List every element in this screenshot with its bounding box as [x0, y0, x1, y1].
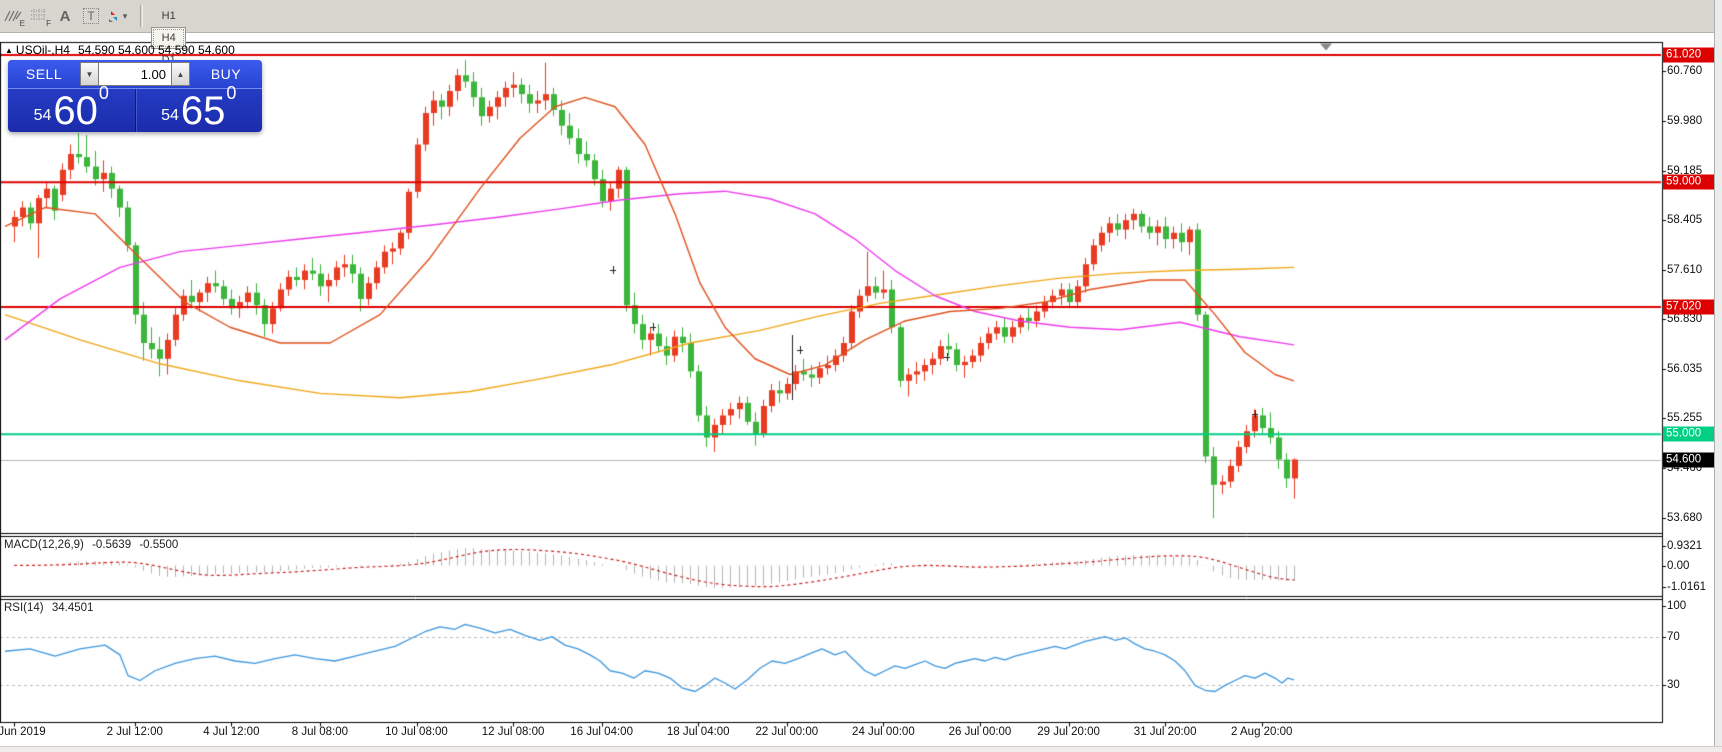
macd-signal-value: -0.5500	[139, 539, 179, 551]
macd-main-value: -0.5639	[92, 539, 132, 551]
time-label: 26 Jul 00:00	[948, 726, 1012, 738]
time-label: 28 Jun 2019	[0, 726, 46, 738]
grid-icon[interactable]: F	[27, 4, 51, 28]
time-label: 22 Jul 00:00	[755, 726, 819, 738]
volume-decrease-button[interactable]: ▼	[80, 62, 99, 86]
timeframe-button-h1[interactable]: H1	[161, 10, 176, 22]
arrows-glyph	[108, 11, 117, 22]
window-right-edge	[1714, 0, 1722, 752]
grid-glyph	[31, 9, 45, 21]
volume-increase-button[interactable]: ▲	[171, 62, 190, 86]
time-label: 18 Jul 04:00	[666, 726, 730, 738]
toolbar: E F A T ▾ M1M5M15M30H1H4D1W1MN	[0, 0, 1722, 110]
volume-control: ▼ ▲	[80, 62, 190, 86]
symbol-info-line: ▲ USOil-,H4 54.590 54.600 54.590 54.600	[5, 43, 235, 57]
time-label: 2 Aug 20:00	[1231, 726, 1293, 738]
price-tick-58.405: 58.405	[1667, 213, 1703, 226]
time-label: 24 Jul 00:00	[852, 726, 915, 738]
expand-triangle-icon[interactable]: ▲	[5, 46, 13, 55]
time-label: 2 Jul 12:00	[106, 726, 163, 738]
hatch-pencil-glyph	[4, 10, 22, 22]
price-tick-59.980: 59.980	[1667, 114, 1703, 127]
time-label: 16 Jul 04:00	[570, 726, 633, 738]
time-label: 29 Jul 20:00	[1037, 726, 1100, 738]
sell-price-button[interactable]: 54 60 0	[8, 83, 135, 133]
sell-price-prefix: 54	[33, 106, 52, 124]
letter-a-glyph: A	[59, 7, 71, 25]
macd-tick-0.9321: 0.9321	[1667, 539, 1703, 552]
rsi-tick-100: 100	[1667, 600, 1687, 612]
window-bottom-edge	[0, 746, 1722, 752]
price-tick-56.830: 56.830	[1667, 313, 1703, 326]
macd-name: MACD(12,26,9)	[4, 539, 84, 551]
symbol-title: USOil-,H4	[15, 43, 70, 57]
time-label: 8 Jul 08:00	[291, 726, 349, 738]
symbol-ohlc-values: 54.590 54.600 54.590 54.600	[77, 43, 235, 57]
sell-button[interactable]: SELL	[25, 66, 63, 82]
volume-input[interactable]	[99, 62, 171, 86]
macd-tick-0.00: 0.00	[1667, 559, 1690, 572]
letter-t-glyph: T	[83, 8, 99, 24]
timeframe-button-h4[interactable]: H4	[151, 27, 187, 49]
objects-arrows-icon[interactable]: ▾	[105, 4, 129, 28]
price-badge-61.020: 61.020	[1663, 47, 1717, 63]
buy-price-pip: 0	[226, 83, 237, 103]
price-tick-56.035: 56.035	[1667, 363, 1703, 376]
price-tick-55.255: 55.255	[1667, 412, 1703, 425]
macd-label: MACD(12,26,9) -0.5639 -0.5500	[4, 539, 178, 551]
dropdown-caret-icon[interactable]: ▾	[122, 10, 128, 21]
sub-letter-f: F	[46, 19, 51, 28]
price-tick-59.185: 59.185	[1667, 164, 1703, 177]
buy-price-prefix: 54	[161, 106, 179, 124]
buy-button[interactable]: BUY	[210, 66, 242, 82]
rsi-label: RSI(14) 34.4501	[4, 602, 93, 614]
text-label-icon[interactable]: A	[53, 4, 77, 28]
text-box-icon[interactable]: T	[79, 4, 103, 28]
buy-price-main: 65	[180, 88, 226, 133]
toolbar-separator	[140, 5, 143, 27]
price-badge-59.000: 59.000	[1663, 174, 1717, 190]
price-badge-57.020: 57.020	[1663, 299, 1717, 315]
time-label: 12 Jul 08:00	[481, 726, 545, 738]
one-click-trading-panel: SELL ▼ ▲ BUY 54 60 0 54 65 0	[8, 60, 262, 132]
macd-tick--1.0161: -1.0161	[1667, 580, 1707, 593]
sell-price-main: 60	[53, 88, 98, 133]
rsi-name: RSI(14)	[4, 602, 44, 614]
rsi-tick-70: 70	[1667, 630, 1680, 643]
price-badge-55.000: 55.000	[1663, 426, 1717, 442]
time-label: 10 Jul 08:00	[385, 726, 448, 738]
time-label: 31 Jul 20:00	[1133, 726, 1197, 738]
buy-price-button[interactable]: 54 65 0	[134, 83, 263, 133]
sell-price-pip: 0	[98, 83, 109, 103]
indicators-icon[interactable]: E	[1, 4, 25, 28]
rsi-tick-30: 30	[1667, 679, 1680, 692]
rsi-value: 34.4501	[51, 602, 94, 614]
price-badge-54.600: 54.600	[1663, 452, 1717, 468]
time-label: 4 Jul 12:00	[203, 726, 260, 738]
price-tick-53.680: 53.680	[1667, 511, 1703, 524]
sub-letter-e: E	[19, 19, 25, 28]
price-tick-60.760: 60.760	[1667, 65, 1703, 78]
price-tick-57.610: 57.610	[1667, 263, 1703, 276]
